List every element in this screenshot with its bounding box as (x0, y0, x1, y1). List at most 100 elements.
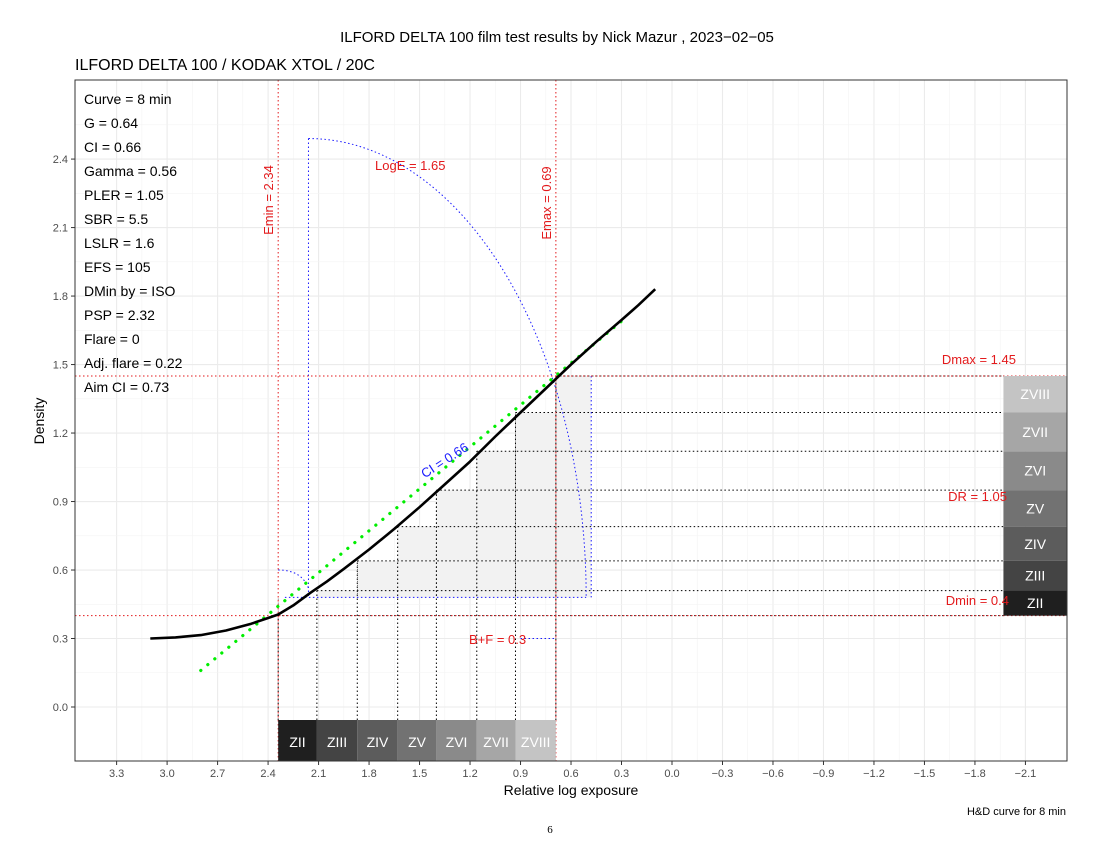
right-zone-block (1003, 560, 1067, 591)
right-zone-label: ZIV (1024, 536, 1046, 552)
series-layer (150, 288, 657, 673)
axes: 3.3 3.0 2.7 2.4 2.1 1.8 1.5 1.2 0.9 0.6 0.3 0.0 −0.3… (53, 154, 1037, 780)
zone-shade-column (436, 490, 477, 598)
stat-line: PLER = 1.05 (84, 187, 164, 203)
right-zone-block (1003, 490, 1067, 527)
x-tick-label: 1.5 (412, 768, 427, 780)
psp-small-arc (278, 569, 309, 589)
marker-lines (75, 80, 1067, 761)
x-tick-label: 0.3 (614, 768, 629, 780)
y-tick-label: 1.2 (53, 428, 68, 440)
y-tick-label: 0.6 (53, 565, 68, 577)
zone-guides (277, 375, 1004, 720)
bottom-zone-label: ZV (408, 734, 427, 750)
y-axis-title: Density (31, 398, 47, 445)
right-zone-block (1003, 590, 1067, 616)
x-tick-label: 0.6 (563, 768, 578, 780)
stat-line: Flare = 0 (84, 331, 140, 347)
bottom-zone-block (476, 720, 516, 761)
psp-arc (308, 138, 587, 598)
zone-shade-column (515, 412, 556, 598)
x-tick-label: −1.5 (914, 768, 936, 780)
stat-line: G = 0.64 (84, 115, 138, 131)
bottom-zone-label: ZVI (446, 734, 468, 750)
stat-line: SBR = 5.5 (84, 211, 148, 227)
dmin-label: Dmin = 0.4 (946, 593, 1009, 608)
right-zone-label: ZII (1027, 595, 1043, 611)
right-zone-block (1003, 451, 1067, 491)
stat-line: Curve = 8 min (84, 91, 172, 107)
stat-line: DMin by = ISO (84, 283, 176, 299)
zone-shade-column (555, 375, 592, 598)
stat-line: CI = 0.66 (84, 139, 141, 155)
y-tick-label: 1.5 (53, 360, 68, 372)
x-tick-label: 1.2 (462, 768, 477, 780)
stats-panel: Curve = 8 min G = 0.64 CI = 0.66 Gamma = 0.… (84, 91, 183, 395)
zone-blocks: ZII ZIII ZIV ZV ZVI ZVII ZVIII ZII ZIII ZIV ZV ZVI Z… (278, 375, 1067, 761)
zone-shading (316, 375, 592, 598)
grid-layer (75, 80, 1067, 761)
x-tick-label: 2.7 (210, 768, 225, 780)
y-tick-label: 0.9 (53, 497, 68, 509)
chart-title: ILFORD DELTA 100 film test results by Ni… (340, 29, 774, 46)
stat-line: EFS = 105 (84, 259, 151, 275)
right-zone-label: ZVIII (1020, 386, 1050, 402)
bf-label: B+F = 0.3 (469, 632, 526, 647)
x-tick-label: 0.9 (513, 768, 528, 780)
page-number: 6 (547, 824, 553, 836)
bottom-zone-block (515, 720, 556, 761)
x-tick-label: 2.1 (311, 768, 326, 780)
right-zone-label: ZVII (1022, 424, 1048, 440)
dr-label: DR = 1.05 (948, 489, 1007, 504)
right-zone-block (1003, 375, 1067, 413)
loge-label: LogE = 1.65 (375, 158, 445, 173)
bottom-zone-label: ZVIII (521, 734, 551, 750)
right-zone-block (1003, 412, 1067, 452)
bottom-zone-label: ZIV (367, 734, 389, 750)
x-tick-label: 2.4 (260, 768, 275, 780)
stat-line: LSLR = 1.6 (84, 235, 155, 251)
chart-caption: H&D curve for 8 min (967, 806, 1066, 818)
emax-label: Emax = 0.69 (539, 166, 554, 239)
right-zone-label: ZV (1026, 500, 1045, 516)
right-zone-label: ZIII (1025, 568, 1045, 584)
emin-label: Emin = 2.34 (261, 165, 276, 235)
stat-line: PSP = 2.32 (84, 307, 155, 323)
psp-quadrant (278, 138, 592, 640)
ci-reference-line (199, 319, 624, 673)
y-tick-label: 2.1 (53, 223, 68, 235)
bottom-zone-label: ZVII (483, 734, 509, 750)
hd-curve-line (150, 288, 657, 640)
y-tick-label: 1.8 (53, 291, 68, 303)
stat-line: Aim CI = 0.73 (84, 379, 169, 395)
chart-subtitle: ILFORD DELTA 100 / KODAK XTOL / 20C (75, 57, 375, 74)
x-tick-label: 0.0 (664, 768, 679, 780)
bottom-zone-block (278, 720, 317, 761)
y-tick-label: 2.4 (53, 154, 68, 166)
zone-shade-column (357, 560, 398, 598)
x-tick-label: −2.1 (1015, 768, 1037, 780)
stat-line: Gamma = 0.56 (84, 163, 177, 179)
bottom-zone-label: ZII (289, 734, 305, 750)
bottom-zone-block (397, 720, 437, 761)
y-tick-label: 0.3 (53, 634, 68, 646)
bottom-zone-label: ZIII (327, 734, 347, 750)
x-tick-label: −0.3 (712, 768, 734, 780)
x-tick-label: 1.8 (361, 768, 376, 780)
right-zone-label: ZVI (1024, 463, 1046, 479)
x-tick-label: −0.9 (813, 768, 835, 780)
x-tick-label: −1.8 (964, 768, 986, 780)
zone-shade-column (397, 526, 437, 598)
x-tick-label: −0.6 (762, 768, 784, 780)
dmax-label: Dmax = 1.45 (942, 352, 1016, 367)
x-tick-label: −1.2 (863, 768, 885, 780)
bottom-zone-block (357, 720, 398, 761)
bottom-zone-block (316, 720, 358, 761)
y-tick-label: 0.0 (53, 702, 68, 714)
x-axis-title: Relative log exposure (504, 782, 639, 798)
bottom-zone-block (436, 720, 477, 761)
zone-shade-column (476, 451, 516, 598)
x-tick-label: 3.0 (159, 768, 174, 780)
zone-shade-column (316, 590, 358, 598)
